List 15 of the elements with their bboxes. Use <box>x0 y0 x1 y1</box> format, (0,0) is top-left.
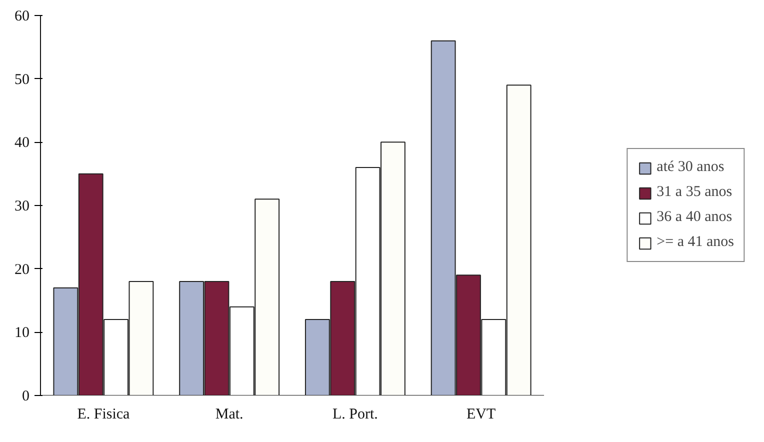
x-tick-label: Mat. <box>215 406 244 422</box>
y-tick-label: 10 <box>14 325 30 342</box>
y-tick-label: 30 <box>14 198 30 214</box>
legend-label: até 30 anos <box>656 159 724 176</box>
legend-label: >= a 41 anos <box>656 234 734 251</box>
x-tick-label: L. Port. <box>332 406 378 422</box>
y-tick-label: 20 <box>14 262 30 278</box>
y-tick-label: 0 <box>22 388 30 404</box>
x-tick-label: EVT <box>466 406 496 422</box>
y-tick-label: 50 <box>14 72 30 88</box>
y-tick-label: 60 <box>14 8 30 24</box>
x-tick-label: E. Fisica <box>77 406 130 422</box>
legend-label: 31 a 35 anos <box>656 184 732 201</box>
legend-label: 36 a 40 anos <box>656 209 732 226</box>
y-tick-label: 40 <box>14 135 30 152</box>
